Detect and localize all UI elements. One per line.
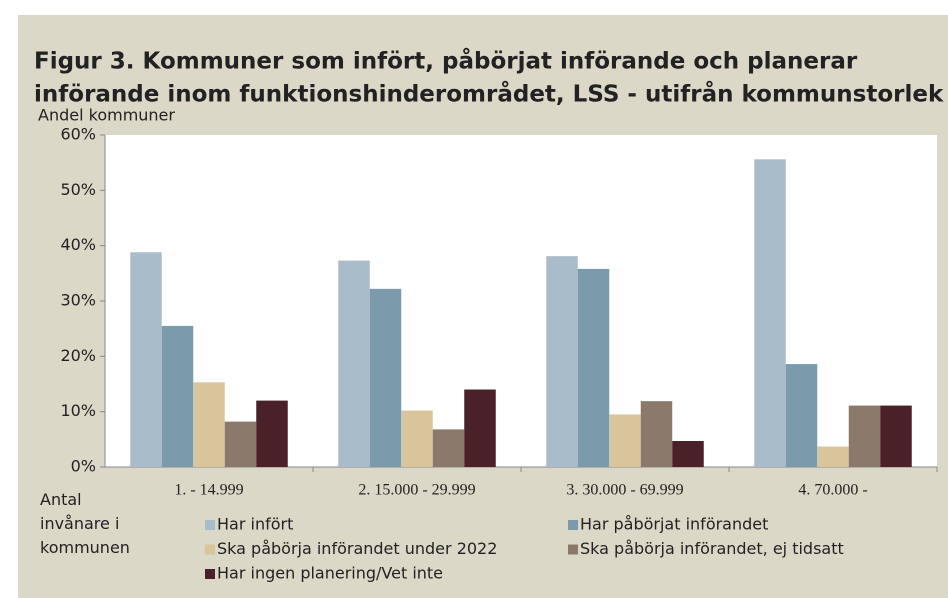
bar (609, 414, 641, 467)
legend-label: Ska påbörja införandet, ej tidsatt (580, 539, 844, 558)
bar (785, 364, 818, 467)
legend-swatch (205, 544, 215, 555)
bar (130, 252, 162, 467)
y-tick-label: 40% (60, 235, 96, 254)
bar (256, 400, 288, 467)
bar (880, 405, 912, 467)
x-tick-label: 4. 70.000 - (798, 482, 867, 499)
bar (577, 268, 610, 467)
bar (369, 288, 402, 467)
y-tick-label: 60% (60, 125, 96, 144)
legend-label: Har ingen planering/Vet inte (217, 564, 443, 583)
legend-label: Ska påbörja införandet under 2022 (217, 539, 497, 558)
x-tick-label: 2. 15.000 - 29.999 (358, 482, 475, 499)
bar (754, 159, 786, 467)
y-tick-label: 10% (60, 401, 96, 420)
bar (817, 446, 849, 467)
x-tick-label: 1. - 14.999 (174, 482, 243, 499)
bar (848, 405, 881, 467)
legend-swatch (568, 520, 578, 530)
chart-title: införande inom funktionshinderområdet, L… (34, 81, 944, 108)
legend-label: Har infört (217, 515, 293, 534)
bar (338, 260, 370, 467)
legend-swatch (568, 544, 578, 555)
bar (224, 421, 257, 467)
legend-label: Har påbörjat införandet (580, 515, 768, 534)
y-tick-label: 20% (60, 346, 96, 365)
bar (546, 256, 578, 467)
bar (464, 389, 496, 467)
y-axis-label: Andel kommuner (38, 106, 175, 125)
bar (193, 382, 225, 467)
bar (432, 429, 465, 467)
y-tick-label: 30% (60, 291, 96, 310)
bar (640, 401, 673, 467)
y-tick-label: 0% (71, 457, 96, 476)
x-tick-label: 3. 30.000 - 69.999 (566, 482, 683, 499)
y-tick-label: 50% (60, 180, 96, 199)
bar (161, 325, 194, 467)
chart-title: Figur 3. Kommuner som infört, påbörjat i… (34, 48, 858, 75)
bar (401, 410, 433, 467)
legend-swatch (205, 569, 215, 579)
legend-swatch (205, 520, 215, 530)
bar (672, 440, 704, 467)
x-axis-label: Antal invånare i kommunen (40, 490, 130, 557)
